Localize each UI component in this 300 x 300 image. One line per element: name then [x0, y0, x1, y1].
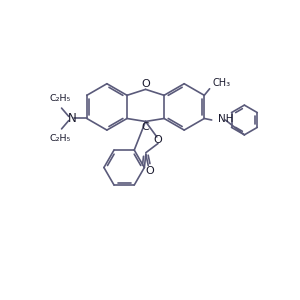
- Text: C₂H₅: C₂H₅: [49, 94, 70, 103]
- Text: C: C: [142, 122, 149, 132]
- Text: C₂H₅: C₂H₅: [49, 134, 70, 143]
- Text: N: N: [68, 112, 76, 125]
- Text: NH: NH: [218, 114, 233, 124]
- Text: O: O: [154, 135, 162, 145]
- Text: O: O: [141, 79, 150, 89]
- Text: O: O: [145, 167, 154, 176]
- Text: CH₃: CH₃: [213, 78, 231, 88]
